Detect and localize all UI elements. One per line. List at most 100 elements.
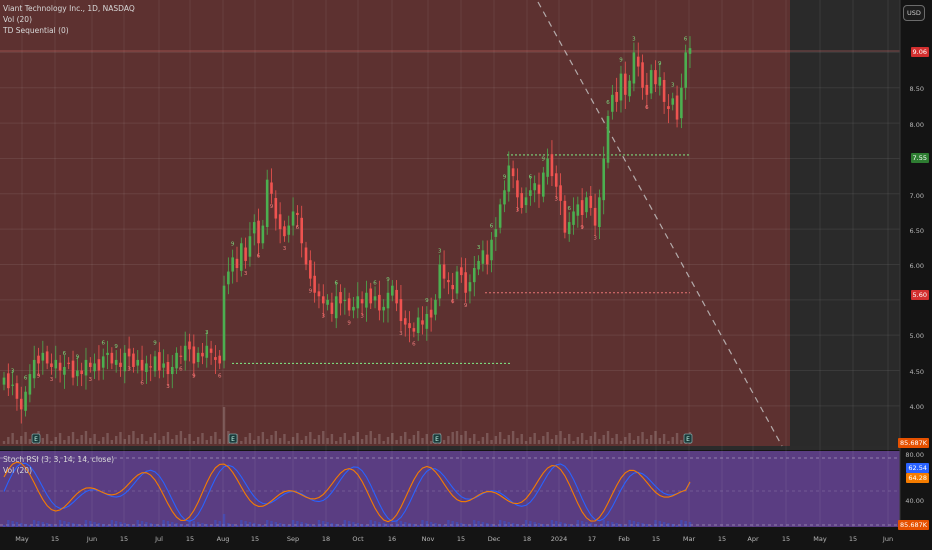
lower-volume-bar — [37, 521, 40, 527]
candle-body — [554, 173, 558, 187]
time-tick-label: 15 — [848, 535, 858, 543]
volume-bar — [585, 440, 588, 444]
time-tick-label: 15 — [119, 535, 129, 543]
candle-body — [641, 62, 644, 88]
future-area-background — [790, 0, 900, 446]
candle-body — [15, 383, 19, 399]
volume-bar — [45, 434, 49, 444]
trend-line[interactable] — [537, 1, 783, 447]
lower-volume-bar — [287, 525, 290, 527]
candle-body — [32, 359, 36, 379]
volume-tag[interactable]: 85.687K — [897, 438, 929, 448]
candle-body — [119, 362, 122, 367]
candle-body — [196, 352, 200, 363]
lower-volume-bar — [171, 522, 174, 527]
time-tick-label: Feb — [618, 535, 630, 543]
candle-body — [395, 289, 398, 304]
volume-bar — [71, 432, 75, 444]
candle-body — [347, 298, 351, 311]
volume-bar — [28, 439, 32, 444]
volume-bar — [373, 438, 377, 444]
volume-bar — [675, 433, 679, 444]
volume-bar — [645, 439, 649, 444]
candle-body — [71, 360, 75, 378]
red-level-tag[interactable]: 5.60 — [910, 290, 929, 300]
candle-body — [356, 296, 360, 309]
grid-lines — [0, 0, 900, 527]
lower-volume-bar — [291, 520, 295, 527]
candle-body — [662, 79, 666, 102]
lower-volume-bar — [231, 524, 234, 527]
support-levels[interactable] — [0, 50, 900, 365]
lower-volume-label[interactable]: Vol (20) — [3, 466, 33, 475]
candle-body — [623, 73, 627, 95]
volume-bar — [429, 441, 433, 444]
green-level-tag[interactable]: 7.55 — [910, 153, 929, 163]
lower-volume-bar — [667, 523, 670, 527]
volume-bar — [589, 436, 592, 444]
currency-button[interactable]: USD — [903, 5, 925, 21]
lower-volume-bar — [429, 522, 433, 527]
td-count-marker: 9 — [464, 303, 468, 309]
volume-bar — [425, 434, 429, 444]
volume-bar — [89, 438, 92, 444]
stoch-rsi-label[interactable]: Stoch RSI (3, 3, 14, 14, close) — [3, 455, 114, 464]
td-count-marker: 3 — [555, 197, 559, 203]
volume-bar — [421, 438, 424, 444]
lower-volume-tag[interactable]: 85.687K — [897, 520, 929, 530]
td-count-marker: 9 — [37, 373, 41, 379]
volume-bar — [80, 435, 83, 444]
lower-volume-bar — [330, 523, 334, 527]
volume-bar — [391, 433, 394, 444]
lower-volume-bar — [369, 520, 372, 527]
candle-body — [28, 374, 32, 395]
candle-body — [321, 296, 325, 304]
stoch-d-tag[interactable]: 64.28 — [906, 473, 929, 483]
lower-volume-bar — [343, 520, 347, 527]
volume-bar — [201, 433, 204, 444]
candle-body — [132, 353, 135, 367]
volume-bar — [503, 439, 506, 444]
candle-body — [283, 226, 286, 237]
candle-body — [658, 77, 662, 86]
stoch-k-tag[interactable]: 62.54 — [906, 463, 929, 473]
volume-bar — [278, 438, 282, 444]
candle-body — [101, 356, 105, 368]
lower-legend: Stoch RSI (3, 3, 14, 14, close) Vol (20) — [3, 454, 114, 476]
candle-body — [490, 239, 493, 261]
lower-volume-bar — [555, 521, 558, 527]
candle-body — [158, 352, 161, 371]
td-count-marker: 6 — [24, 376, 28, 382]
candle-body — [222, 285, 226, 361]
price-candles[interactable] — [2, 36, 692, 424]
td-count-marker: 3 — [166, 384, 170, 390]
candle-body — [88, 362, 92, 367]
price-tick: 8.00 — [909, 121, 924, 129]
volume-indicator-label[interactable]: Vol (20) — [3, 15, 33, 24]
lower-volume-bar — [123, 523, 127, 527]
lower-volume-bar — [412, 524, 416, 527]
lower-volume-bar — [468, 525, 472, 527]
lower-volume-bar — [451, 521, 454, 527]
lower-volume-bar — [684, 521, 687, 527]
td-sequential-label[interactable]: TD Sequential (0) — [3, 26, 69, 35]
lower-volume-bar — [447, 520, 450, 527]
lower-volume-bar — [132, 525, 135, 527]
lower-volume-bar — [550, 520, 554, 527]
td-count-marker: 6 — [218, 373, 222, 379]
lower-volume-bar — [11, 521, 14, 527]
symbol-title[interactable]: Viant Technology Inc., 1D, NASDAQ — [3, 4, 135, 13]
td-count-marker: 9 — [619, 58, 623, 64]
lower-volume-bar — [671, 524, 674, 527]
candle-body — [214, 357, 217, 360]
time-tick-label: Nov — [421, 535, 435, 543]
current-price-tag[interactable]: 9.06 — [910, 47, 929, 57]
candle-body — [330, 302, 334, 314]
lower-volume-bar — [335, 524, 338, 527]
lower-volume-bar — [494, 525, 498, 527]
td-count-marker: 3 — [632, 36, 636, 42]
candle-body — [205, 345, 209, 358]
time-tick-label: 17 — [587, 535, 597, 543]
